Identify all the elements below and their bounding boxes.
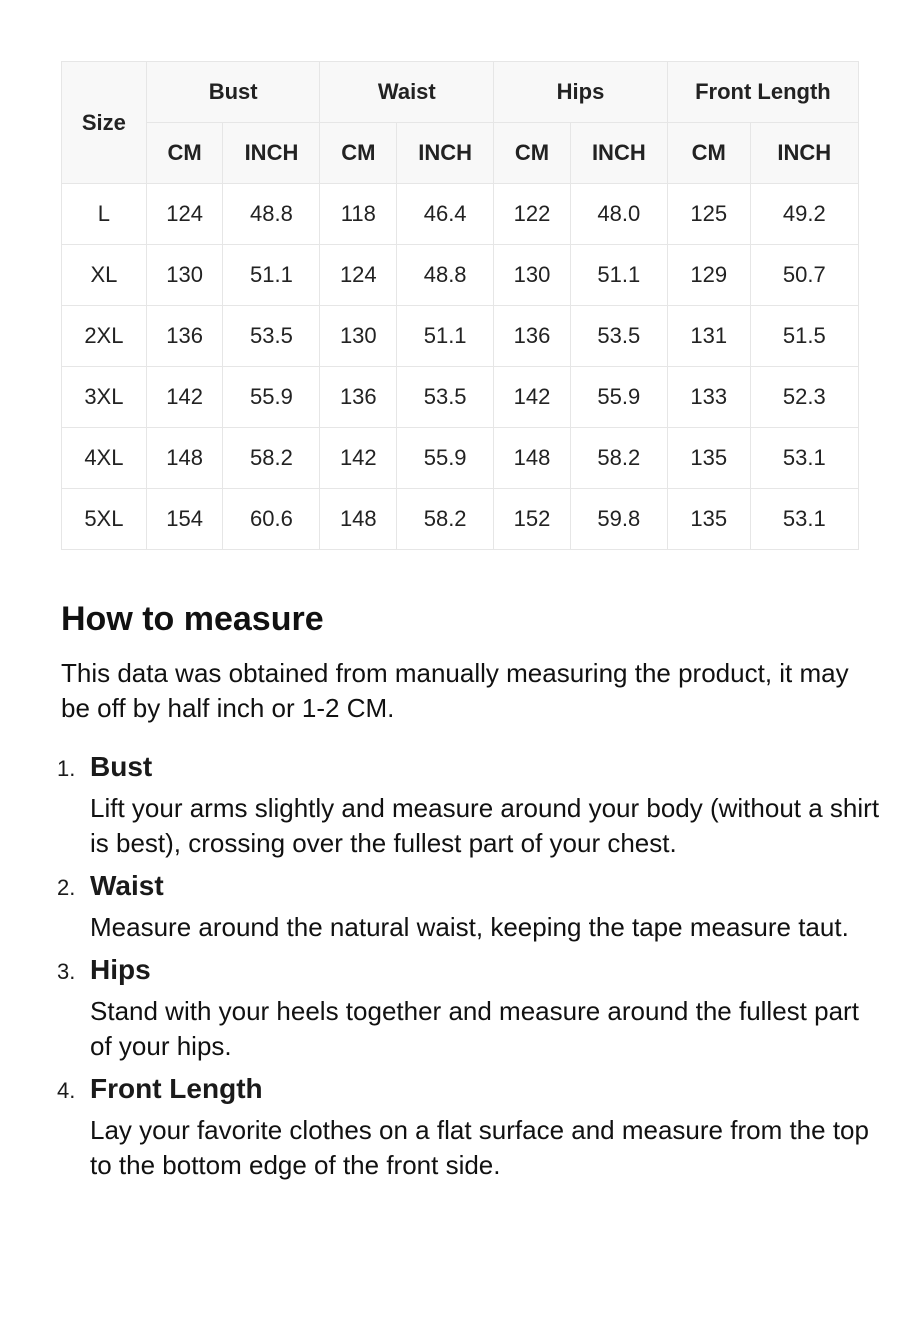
- value-cell: 142: [319, 427, 398, 489]
- value-cell: 58.2: [396, 488, 495, 550]
- value-cell: 49.2: [749, 183, 860, 245]
- table-row: 5XL 154 60.6 148 58.2 152 59.8 135 53.1: [61, 488, 860, 550]
- group-header-waist: Waist: [319, 61, 495, 123]
- unit-header: INCH: [749, 122, 860, 184]
- group-header-bust: Bust: [145, 61, 321, 123]
- value-cell: 152: [493, 488, 571, 550]
- table-row: 2XL 136 53.5 130 51.1 136 53.5 131 51.5: [61, 305, 860, 367]
- value-cell: 51.1: [569, 244, 668, 306]
- size-header: Size: [61, 61, 147, 184]
- value-cell: 135: [666, 427, 751, 489]
- table-row: L 124 48.8 118 46.4 122 48.0 125 49.2: [61, 183, 860, 245]
- table-row: 3XL 142 55.9 136 53.5 142 55.9 133 52.3: [61, 366, 860, 428]
- value-cell: 124: [145, 183, 224, 245]
- value-cell: 55.9: [396, 427, 495, 489]
- value-cell: 53.5: [396, 366, 495, 428]
- table-row: XL 130 51.1 124 48.8 130 51.1 129 50.7: [61, 244, 860, 306]
- value-cell: 60.6: [222, 488, 321, 550]
- value-cell: 142: [493, 366, 571, 428]
- value-cell: 130: [493, 244, 571, 306]
- value-cell: 51.1: [222, 244, 321, 306]
- unit-header: INCH: [222, 122, 321, 184]
- unit-header: INCH: [569, 122, 668, 184]
- value-cell: 136: [493, 305, 571, 367]
- value-cell: 50.7: [749, 244, 860, 306]
- unit-header: CM: [493, 122, 571, 184]
- size-cell: 3XL: [61, 366, 147, 428]
- value-cell: 118: [319, 183, 398, 245]
- group-header-hips: Hips: [493, 61, 668, 123]
- value-cell: 136: [145, 305, 224, 367]
- item-title: Waist: [90, 870, 164, 901]
- value-cell: 55.9: [569, 366, 668, 428]
- value-cell: 51.1: [396, 305, 495, 367]
- value-cell: 125: [666, 183, 751, 245]
- value-cell: 53.1: [749, 427, 860, 489]
- size-cell: 4XL: [61, 427, 147, 489]
- section-title: How to measure: [61, 600, 324, 638]
- group-header-front-length: Front Length: [666, 61, 860, 123]
- item-title: Bust: [90, 751, 153, 782]
- size-cell: 2XL: [61, 305, 147, 367]
- value-cell: 130: [145, 244, 224, 306]
- value-cell: 136: [319, 366, 398, 428]
- item-number: 1.: [57, 756, 76, 781]
- value-cell: 129: [666, 244, 751, 306]
- unit-header: CM: [145, 122, 224, 184]
- unit-header: CM: [666, 122, 751, 184]
- table-row: 4XL 148 58.2 142 55.9 148 58.2 135 53.1: [61, 427, 860, 489]
- size-cell: XL: [61, 244, 147, 306]
- value-cell: 53.5: [222, 305, 321, 367]
- size-cell: 5XL: [61, 488, 147, 550]
- value-cell: 52.3: [749, 366, 860, 428]
- value-cell: 55.9: [222, 366, 321, 428]
- item-number: 4.: [57, 1078, 76, 1103]
- value-cell: 51.5: [749, 305, 860, 367]
- value-cell: 124: [319, 244, 398, 306]
- value-cell: 58.2: [569, 427, 668, 489]
- size-cell: L: [61, 183, 147, 245]
- value-cell: 48.0: [569, 183, 668, 245]
- value-cell: 154: [145, 488, 224, 550]
- value-cell: 58.2: [222, 427, 321, 489]
- item-description: Measure around the natural waist, keepin…: [90, 912, 849, 942]
- intro-text: This data was obtained from manually mea…: [61, 658, 849, 723]
- value-cell: 46.4: [396, 183, 495, 245]
- value-cell: 148: [319, 488, 398, 550]
- value-cell: 53.5: [569, 305, 668, 367]
- size-chart-table: Size Bust Waist Hips Front Length CM INCH…: [61, 61, 860, 550]
- list-item: 1. Bust Lift your arms slightly and measur…: [57, 746, 881, 861]
- value-cell: 148: [493, 427, 571, 489]
- list-item: 3. Hips Stand with your heels together and…: [57, 949, 881, 1064]
- value-cell: 48.8: [222, 183, 321, 245]
- item-description: Lift your arms slightly and measure arou…: [90, 793, 880, 858]
- header-row-groups: Size Bust Waist Hips Front Length: [61, 61, 860, 184]
- measure-list: 1. Bust Lift your arms slightly and measur…: [57, 746, 881, 1187]
- item-title: Front Length: [90, 1073, 263, 1104]
- value-cell: 59.8: [569, 488, 668, 550]
- list-item: 4. Front Length Lay your favorite clothes …: [57, 1068, 881, 1183]
- value-cell: 48.8: [396, 244, 495, 306]
- value-cell: 53.1: [749, 488, 860, 550]
- value-cell: 122: [493, 183, 571, 245]
- header-row-units: CM INCH CM INCH CM INCH CM INCH: [62, 122, 860, 184]
- value-cell: 131: [666, 305, 751, 367]
- value-cell: 148: [145, 427, 224, 489]
- item-description: Lay your favorite clothes on a flat surf…: [90, 1115, 869, 1180]
- unit-header: CM: [319, 122, 398, 184]
- list-item: 2. Waist Measure around the natural waist,…: [57, 865, 881, 945]
- value-cell: 133: [666, 366, 751, 428]
- item-title: Hips: [90, 954, 151, 985]
- item-description: Stand with your heels together and measu…: [90, 996, 859, 1061]
- value-cell: 130: [319, 305, 398, 367]
- value-cell: 135: [666, 488, 751, 550]
- item-number: 3.: [57, 959, 76, 984]
- item-number: 2.: [57, 875, 76, 900]
- unit-header: INCH: [396, 122, 495, 184]
- value-cell: 142: [145, 366, 224, 428]
